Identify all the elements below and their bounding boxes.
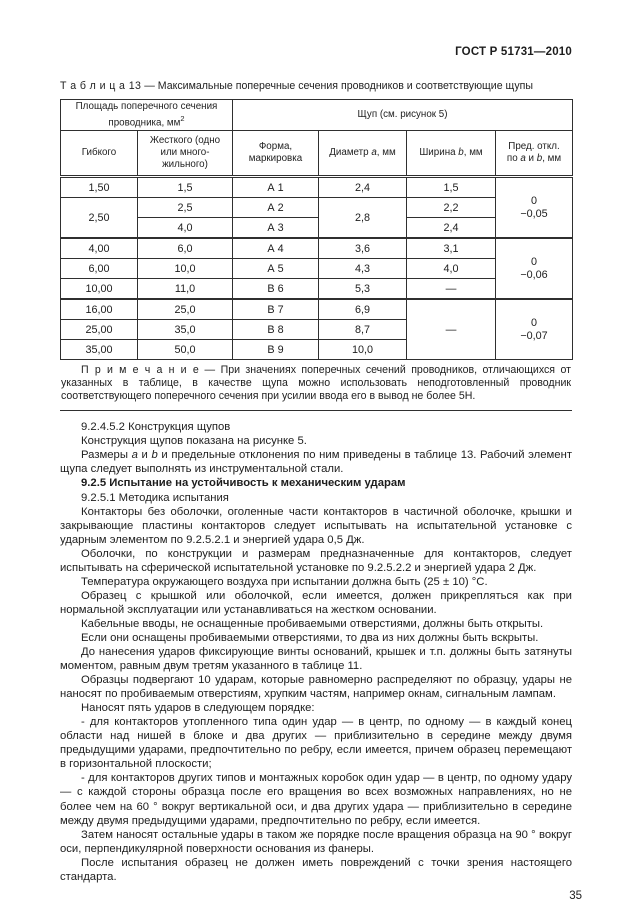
- col-diameter: Диаметр a, мм: [318, 130, 407, 179]
- paragraph: - для контакторов утопленного типа один …: [60, 716, 572, 771]
- cell-mark: В 8: [232, 319, 319, 341]
- superscript: 2: [180, 114, 185, 123]
- col-shape: Форма, маркировка: [232, 130, 319, 179]
- table-header-groups: Площадь поперечного сечения проводника, …: [60, 98, 574, 132]
- cell-rigid: 25,0: [137, 298, 233, 321]
- table-row: 4,00 6,0 А 4 3,6 3,1 0 −0,06: [60, 237, 574, 300]
- table-row: 1,50 1,5 А 1 2,4 1,5 0 −0,05: [60, 176, 574, 239]
- table-caption-text: — Максимальные поперечные сечения провод…: [144, 80, 534, 92]
- cell-width: 2,2: [406, 197, 496, 219]
- paragraph: 9.2.4.5.2 Конструкция щупов: [81, 421, 231, 434]
- cell-rigid: 1,5: [137, 176, 233, 199]
- table-caption-label: Т а б л и ц а 13: [60, 80, 142, 92]
- paragraph: Если они оснащены пробиваемыми отверстия…: [81, 631, 539, 644]
- col-flexible: Гибкого: [60, 130, 138, 179]
- cell-diameter: 3,6: [318, 237, 407, 260]
- col-deviation: Пред. откл. по a и b, мм: [494, 130, 574, 179]
- cell-deviation: 0 −0,07: [494, 298, 574, 361]
- header-area-group: Площадь поперечного сечения проводника, …: [60, 98, 233, 132]
- cell-flexible: 1,50: [60, 176, 138, 199]
- col-rigid: Жесткого (одно или много-жильного): [137, 130, 233, 179]
- paragraph: - для контакторов других типов и монтажн…: [60, 772, 572, 827]
- paragraph: Кабельные вводы, не оснащенные пробиваем…: [81, 617, 544, 630]
- paragraph: Наносят пять ударов в следующем порядке:: [81, 702, 315, 715]
- table-row: 16,00 25,0 В 7 6,9 — 0 −0,07: [60, 298, 574, 361]
- cell-width: —: [406, 298, 496, 361]
- cell-mark: В 7: [232, 298, 319, 321]
- cell-diameter: 2,8: [318, 197, 407, 239]
- cell-diameter: 10,0: [318, 339, 407, 361]
- cell-flexible: 6,00: [60, 258, 138, 280]
- table-row: 2,50 2,5 А 2 2,8 2,2: [60, 197, 573, 239]
- table-header-columns: Гибкого Жесткого (одно или много-жильног…: [60, 130, 574, 179]
- cell-flexible: 25,00: [60, 319, 138, 341]
- cell-rigid: 2,5: [137, 197, 233, 219]
- cell-deviation: 0 −0,06: [494, 237, 574, 300]
- cell-diameter: 2,4: [318, 176, 407, 199]
- cell-diameter: 8,7: [318, 319, 407, 341]
- table-note-text: — При значениях поперечных сечений прово…: [61, 364, 571, 403]
- paragraph: 9.2.5.1 Методика испытания: [81, 491, 229, 504]
- cell-flexible: 4,00: [60, 237, 138, 260]
- table-row: 25,00 35,0 В 8 8,7: [60, 319, 573, 341]
- paragraph: Размеры а и b и предельные отклонения по…: [60, 449, 573, 476]
- cell-flexible: 16,00: [60, 298, 138, 321]
- cell-mark: В 6: [232, 278, 319, 300]
- cell-mark: А 5: [232, 258, 319, 280]
- paragraph: Образцы подвергают 10 ударам, которые ра…: [60, 674, 572, 701]
- paragraph: Контакторы без оболочки, оголенные части…: [60, 505, 572, 546]
- table-13: Площадь поперечного сечения проводника, …: [60, 98, 574, 361]
- table-row: 10,00 11,0 В 6 5,3 —: [60, 278, 573, 300]
- cell-width: 1,5: [406, 176, 496, 199]
- table-note-label: П р и м е ч а н и е: [81, 364, 200, 377]
- cell-width: 3,1: [406, 237, 496, 260]
- cell-flexible: 10,00: [60, 278, 138, 300]
- table-row: 6,00 10,0 А 5 4,3 4,0: [60, 258, 573, 280]
- col-width: Ширина b, мм: [406, 130, 496, 179]
- header-probe-group: Щуп (см. рисунок 5): [231, 98, 574, 132]
- cell-flexible: 35,00: [60, 339, 138, 361]
- paragraph: Образец с крышкой или оболочкой, если им…: [60, 589, 572, 616]
- cell-rigid: 11,0: [137, 278, 233, 300]
- cell-mark: А 4: [232, 237, 319, 260]
- paragraph: До нанесения ударов фиксирующие винты ос…: [60, 646, 572, 673]
- cell-diameter: 4,3: [318, 258, 407, 280]
- cell-diameter: 5,3: [318, 278, 407, 300]
- paragraph: После испытания образец не должен иметь …: [60, 856, 572, 883]
- paragraph: 9.2.5 Испытание на устойчивость к механи…: [81, 477, 406, 490]
- cell-diameter: 6,9: [318, 298, 407, 321]
- cell-mark: А 1: [232, 176, 319, 199]
- table-row: 4,0 А 3 2,4: [61, 217, 573, 239]
- cell-mark: А 2: [232, 197, 319, 219]
- cell-mark: В 9: [232, 339, 319, 361]
- paragraph: Оболочки, по конструкции и размерам пред…: [60, 547, 572, 574]
- cell-width: 4,0: [406, 258, 496, 280]
- cell-mark: А 3: [232, 217, 319, 239]
- cell-width: 2,4: [406, 217, 496, 239]
- body-text: 9.2.4.5.2 Конструкция щупов Конструкция щ…: [60, 420, 572, 884]
- cell-deviation: 0 −0,05: [494, 176, 574, 239]
- paragraph: Затем наносят остальные удары в таком же…: [60, 828, 572, 855]
- table-row: 35,00 50,0 В 9 10,0: [60, 339, 573, 361]
- cell-rigid: 4,0: [137, 217, 233, 239]
- cell-rigid: 10,0: [137, 258, 233, 280]
- table-note: П р и м е ч а н и е — При значениях попе…: [60, 360, 572, 412]
- table-caption: Т а б л и ц а 13 — Максимальные поперечн…: [60, 80, 572, 92]
- cell-width: —: [406, 278, 496, 300]
- paragraph: Конструкция щупов показана на рисунке 5.: [81, 435, 307, 448]
- cell-flexible: 2,50: [60, 197, 138, 239]
- cell-rigid: 6,0: [137, 237, 233, 260]
- page-number: 35: [569, 889, 582, 902]
- paragraph: Температура окружающего воздуха при испы…: [81, 575, 488, 588]
- cell-rigid: 35,0: [137, 319, 233, 341]
- cell-rigid: 50,0: [137, 339, 233, 361]
- document-code: ГОСТ Р 51731—2010: [455, 46, 572, 58]
